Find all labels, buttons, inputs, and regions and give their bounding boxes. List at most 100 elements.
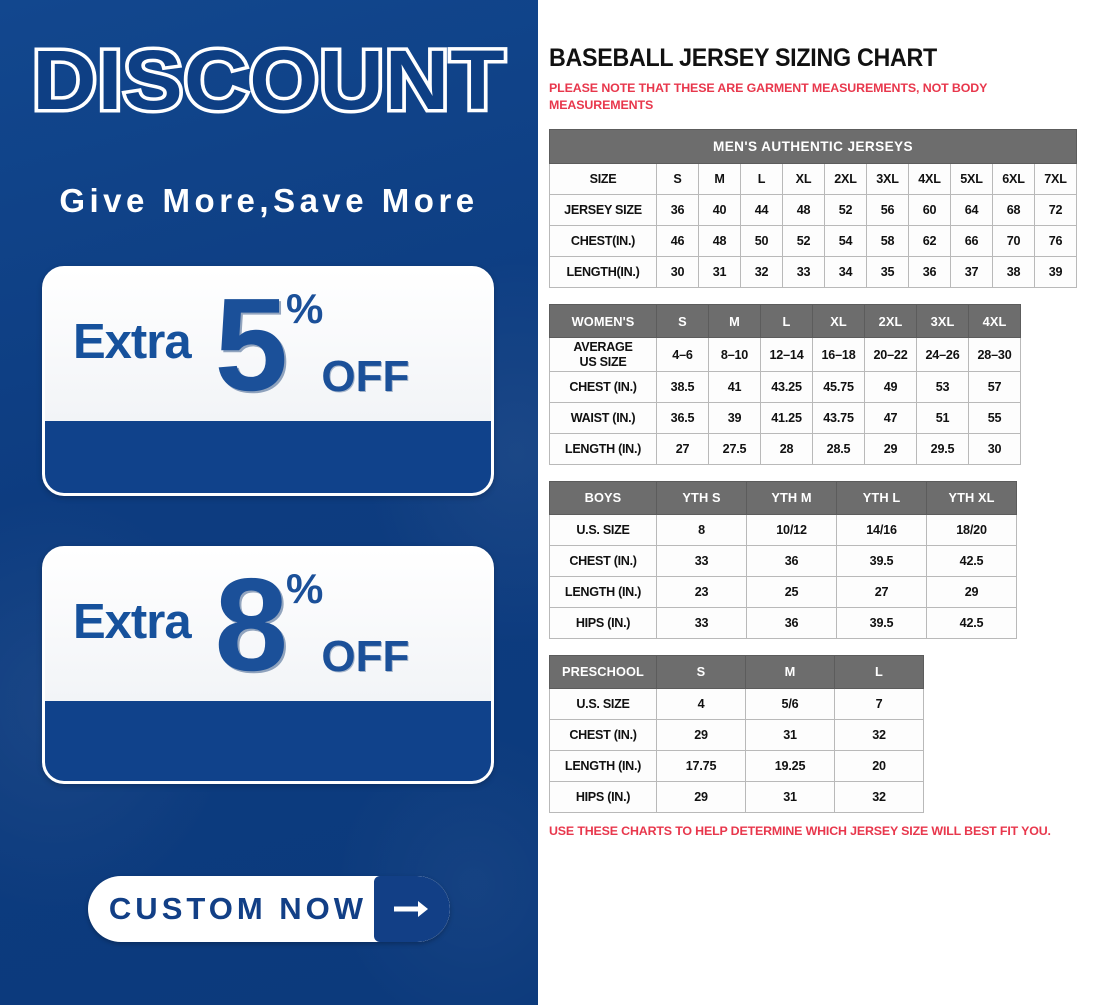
column-header: L xyxy=(834,654,924,689)
column-header: 3XL xyxy=(866,163,909,196)
cell: 34 xyxy=(824,256,867,289)
row-label: LENGTH (IN.) xyxy=(549,432,657,465)
deal-card-5-percent[interactable]: Extra 5 % OFF ON 2+ PCS xyxy=(42,266,494,496)
cell: 46 xyxy=(656,225,699,258)
column-header: M xyxy=(698,163,741,196)
table-row: U.S. SIZE 8 10/12 14/16 18/20 xyxy=(549,513,1017,546)
cell: 64 xyxy=(950,194,993,227)
cell: 42.5 xyxy=(926,544,1017,577)
table-row: LENGTH (IN.) 27 27.5 28 28.5 29 29.5 30 xyxy=(549,432,1021,465)
cell: 28 xyxy=(760,432,813,465)
cell: 32 xyxy=(740,256,783,289)
row-label: AVERAGE US SIZE xyxy=(549,337,657,372)
cell: 40 xyxy=(698,194,741,227)
mens-sizing-table: MEN'S AUTHENTIC JERSEYS SIZE S M L XL 2X… xyxy=(549,129,1077,289)
column-header: XL xyxy=(782,163,825,196)
cell: 33 xyxy=(656,544,747,577)
cell: 39 xyxy=(708,401,761,434)
cell: 42.5 xyxy=(926,606,1017,639)
cell: 39.5 xyxy=(836,606,927,639)
column-header: 3XL xyxy=(916,304,969,339)
cell: 32 xyxy=(834,780,924,813)
cell: 20–22 xyxy=(864,337,917,372)
row-label: HIPS (IN.) xyxy=(549,606,657,639)
cell: 33 xyxy=(656,606,747,639)
cell: 29.5 xyxy=(916,432,969,465)
deal-percent-sign: % xyxy=(286,285,324,333)
column-header: S xyxy=(656,163,699,196)
cell: 16–18 xyxy=(812,337,865,372)
mens-banner-title: MEN'S AUTHENTIC JERSEYS xyxy=(549,129,1077,165)
cell: 27 xyxy=(656,432,709,465)
cell: 45.75 xyxy=(812,370,865,403)
column-header: 4XL xyxy=(968,304,1021,339)
cell: 31 xyxy=(745,718,835,751)
promo-tagline: Give More,Save More xyxy=(59,182,479,219)
column-header: WOMEN'S xyxy=(549,304,657,339)
custom-now-label: CUSTOM NOW xyxy=(108,891,368,926)
table-row: LENGTH (IN.) 23 25 27 29 xyxy=(549,575,1017,608)
cell: 53 xyxy=(916,370,969,403)
discount-headline: DISCOUNT xyxy=(29,32,509,127)
cell: 54 xyxy=(824,225,867,258)
table-row: HIPS (IN.) 33 36 39.5 42.5 xyxy=(549,606,1017,639)
cell: 19.25 xyxy=(745,749,835,782)
cell: 14/16 xyxy=(836,513,927,546)
column-header: YTH XL xyxy=(926,480,1017,515)
cell: 27 xyxy=(836,575,927,608)
deal-extra-label: Extra xyxy=(73,594,192,649)
cell: 8–10 xyxy=(708,337,761,372)
column-header: PRESCHOOL xyxy=(549,654,657,689)
cell: 28–30 xyxy=(968,337,1021,372)
cell: 12–14 xyxy=(760,337,813,372)
cell: 29 xyxy=(864,432,917,465)
column-header: 2XL xyxy=(864,304,917,339)
deal-percent-number: 8 xyxy=(214,551,288,699)
cell: 4–6 xyxy=(656,337,709,372)
table-row: CHEST(IN.) 46 48 50 52 54 58 62 66 70 76 xyxy=(549,225,1077,258)
cell: 30 xyxy=(656,256,699,289)
cell: 31 xyxy=(745,780,835,813)
table-header-row: SIZE S M L XL 2XL 3XL 4XL 5XL 6XL 7XL xyxy=(549,163,1077,196)
cell: 20 xyxy=(834,749,924,782)
cell: 10/12 xyxy=(746,513,837,546)
column-header: XL xyxy=(812,304,865,339)
cell: 36 xyxy=(746,606,837,639)
cell: 38 xyxy=(992,256,1035,289)
custom-now-button[interactable]: CUSTOM NOW xyxy=(88,876,450,942)
cell: 29 xyxy=(656,780,746,813)
cell: 8 xyxy=(656,513,747,546)
row-label: CHEST (IN.) xyxy=(549,370,657,403)
deal-card-top: Extra 5 % OFF xyxy=(45,269,491,421)
table-row: AVERAGE US SIZE 4–6 8–10 12–14 16–18 20–2… xyxy=(549,337,1021,372)
cell: 35 xyxy=(866,256,909,289)
deal-number-group: 8 % OFF xyxy=(214,551,410,699)
deal-number-group: 5 % OFF xyxy=(215,279,410,411)
row-label: LENGTH (IN.) xyxy=(549,749,657,782)
cell: 37 xyxy=(950,256,993,289)
deal-off-label: OFF xyxy=(321,631,410,681)
table-row: LENGTH (IN.) 17.75 19.25 20 xyxy=(549,749,924,782)
cell: 25 xyxy=(746,575,837,608)
cell: 38.5 xyxy=(656,370,709,403)
deal-percent-sign: % xyxy=(286,565,324,613)
column-header: 2XL xyxy=(824,163,867,196)
cell: 43.75 xyxy=(812,401,865,434)
cell: 18/20 xyxy=(926,513,1017,546)
row-label: HIPS (IN.) xyxy=(549,780,657,813)
cell: 66 xyxy=(950,225,993,258)
cell: 41 xyxy=(708,370,761,403)
deal-card-8-percent[interactable]: Extra 8 % OFF ON 3+ PCS xyxy=(42,546,494,784)
table-row: LENGTH(IN.) 30 31 32 33 34 35 36 37 38 3… xyxy=(549,256,1077,289)
row-label: LENGTH (IN.) xyxy=(549,575,657,608)
cell: 43.25 xyxy=(760,370,813,403)
womens-sizing-table: WOMEN'S S M L XL 2XL 3XL 4XL AVERAGE US S… xyxy=(549,304,1021,465)
cell: 17.75 xyxy=(656,749,746,782)
cell: 56 xyxy=(866,194,909,227)
deal-off-label: OFF xyxy=(321,351,410,401)
column-header: M xyxy=(708,304,761,339)
table-row: HIPS (IN.) 29 31 32 xyxy=(549,780,924,813)
cell: 5/6 xyxy=(745,687,835,720)
cell: 29 xyxy=(656,718,746,751)
row-label: CHEST(IN.) xyxy=(549,225,657,258)
